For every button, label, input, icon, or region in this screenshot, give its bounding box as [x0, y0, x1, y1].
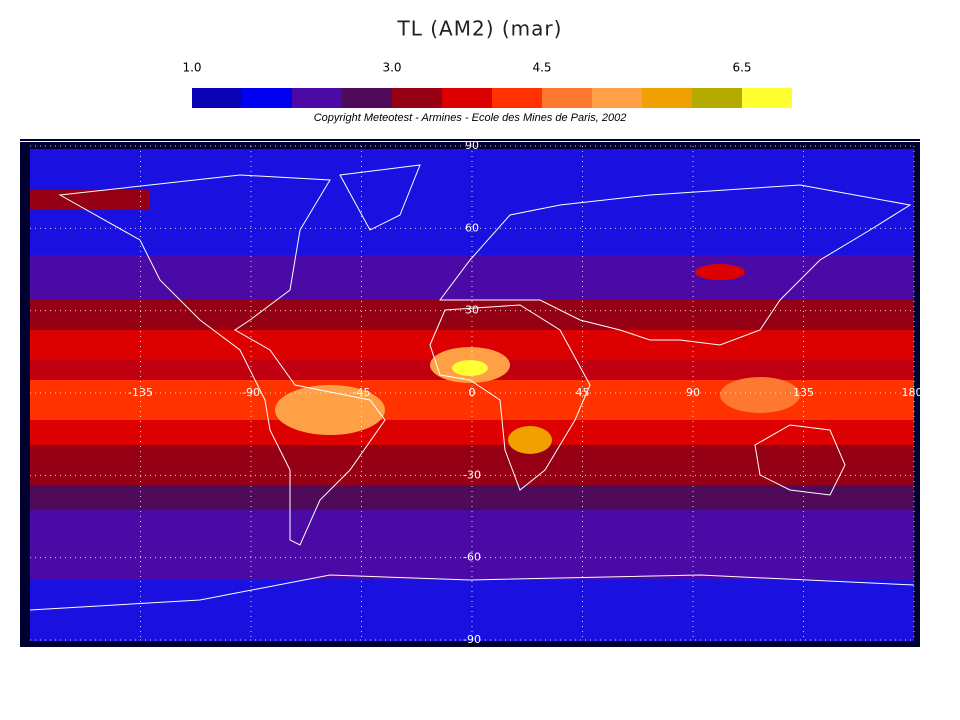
hotspot — [695, 264, 745, 280]
colorbar-swatch — [342, 88, 392, 108]
colorbar-swatch — [292, 88, 342, 108]
lat-label: 60 — [465, 221, 479, 234]
coast-greenland — [339, 164, 421, 231]
lat-label: -30 — [463, 468, 481, 481]
lon-label: -45 — [353, 386, 371, 399]
colorbar-swatch — [592, 88, 642, 108]
colorbar-label: 4.5 — [532, 61, 551, 75]
colorbar-swatch — [442, 88, 492, 108]
band — [30, 300, 914, 330]
band — [30, 485, 914, 510]
lat-label: 90 — [465, 139, 479, 152]
colorbar-label: 6.5 — [732, 61, 751, 75]
hotspot — [452, 360, 488, 376]
coast-eurasia — [439, 184, 912, 346]
colorbar-swatch — [692, 88, 742, 108]
coast-antarctica — [29, 574, 915, 611]
lat-label: -90 — [463, 633, 481, 646]
hotspot — [720, 377, 800, 413]
band — [30, 420, 914, 445]
coast-africa — [429, 304, 591, 491]
band — [30, 580, 914, 641]
coast-australia — [754, 424, 846, 496]
colorbar-swatch — [542, 88, 592, 108]
lon-label: 180 — [902, 386, 923, 399]
colorbar: 1.0 3.0 4.5 6.5 — [182, 61, 792, 108]
lon-label: 135 — [793, 386, 814, 399]
colorbar-swatch — [492, 88, 542, 108]
colorbar-swatch — [742, 88, 792, 108]
lat-label: 0 — [469, 386, 476, 399]
colorbar-swatch — [192, 88, 242, 108]
band — [30, 510, 914, 580]
colorbar-swatch — [642, 88, 692, 108]
lon-label: 45 — [576, 386, 590, 399]
lon-label: 90 — [686, 386, 700, 399]
band — [30, 255, 914, 300]
coastlines — [29, 164, 915, 611]
lon-label: 0 — [469, 386, 476, 399]
colorbar-swatch — [392, 88, 442, 108]
lat-label: 30 — [465, 304, 479, 317]
band — [30, 190, 150, 210]
colorbar-label: 1.0 — [182, 61, 201, 75]
coast-americas — [58, 174, 386, 546]
lat-label: -60 — [463, 551, 481, 564]
copyright: Copyright Meteotest - Armines - Ecole de… — [314, 112, 627, 124]
colorbar-swatch — [242, 88, 292, 108]
colorbar-label: 3.0 — [382, 61, 401, 75]
title: TL (AM2) (mar) — [397, 17, 563, 41]
hotspot — [508, 426, 552, 454]
